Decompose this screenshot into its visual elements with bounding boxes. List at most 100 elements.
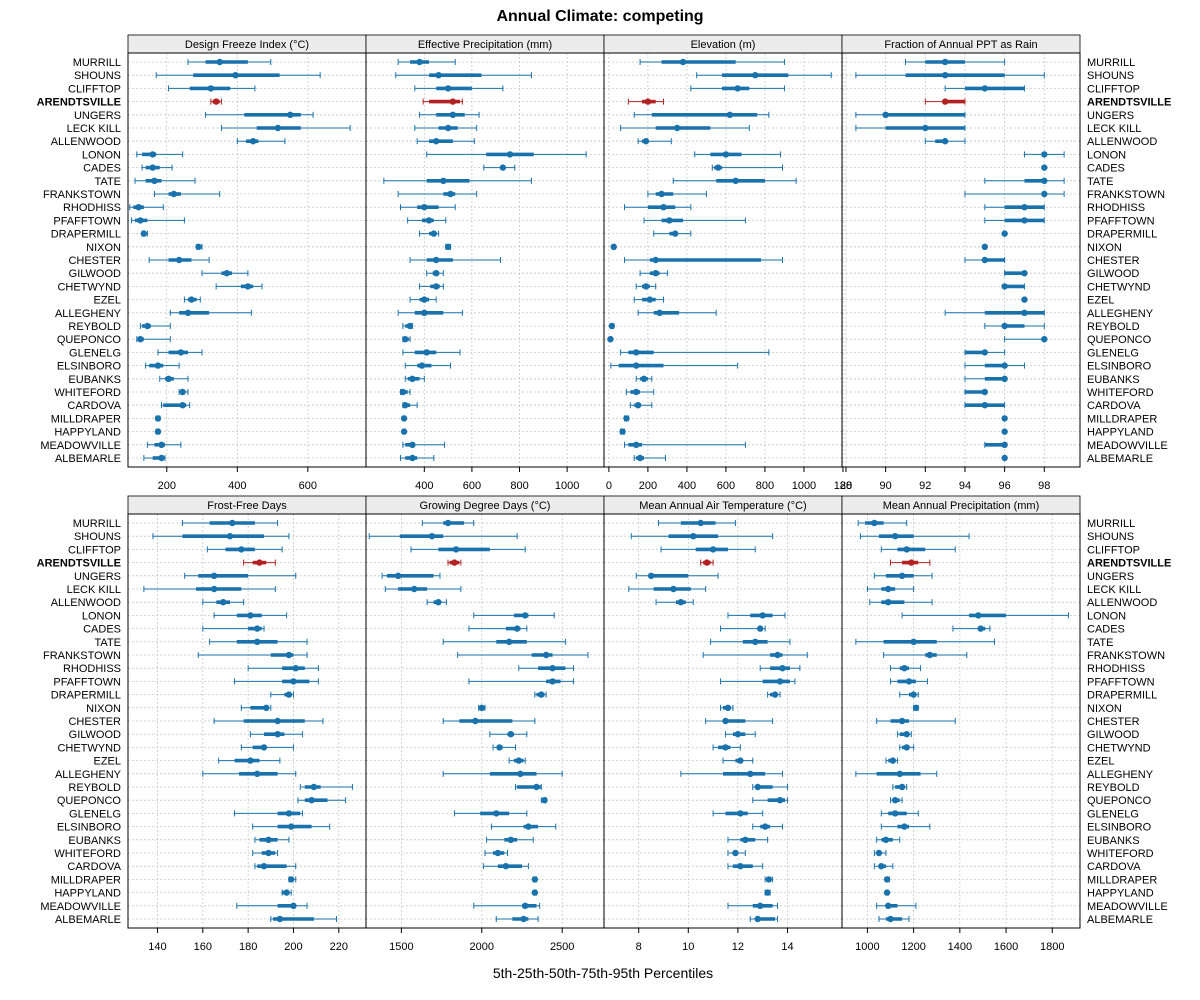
series-tate [984,177,1065,184]
series-lonon [426,151,587,158]
median-point [444,519,452,527]
panel-frost-free-days: Frost-Free Days 140 160 180 200 220 [127,495,367,953]
median-point [499,164,507,171]
median-point [496,744,503,751]
panel-title: Fraction of Annual PPT as Rain [884,39,1037,51]
series-happyland [764,889,771,896]
y-label-left-arendtsville: ARENDTSVILLE [37,97,121,109]
series-pfafftown [131,217,185,224]
y-label-left-albemarle: ALBEMARLE [55,453,121,465]
y-label-left-clifftop: CLIFFTOP [68,83,121,95]
series-leck-kill [220,124,351,132]
series-rhodhiss [623,204,692,211]
y-label-left-pfafftown: PFAFFTOWN [53,676,121,688]
y-label-right-arendtsville: ARENDTSVILLE [1087,558,1171,570]
y-label-right-pfafftown: PFAFFTOWN [1087,215,1155,227]
y-label-right-cardova: CARDOVA [1087,861,1141,873]
median-point [444,85,452,92]
series-whiteford [964,388,988,396]
series-clifftop [660,546,756,553]
series-nixon [444,243,452,250]
series-happyland [400,428,408,435]
series-cardova [160,402,191,409]
median-point [520,915,527,923]
series-ungers [419,111,480,119]
panel-title: Elevation (m) [691,39,756,51]
y-label-right-arendtsville: ARENDTSVILLE [1087,97,1171,109]
median-point [421,296,428,303]
y-label-left-allegheny: ALLEGHENY [55,308,122,320]
series-nixon [981,243,988,250]
median-point [1041,151,1048,158]
series-cades [1041,164,1048,171]
x-tick-label: 120 [834,480,852,492]
series-chetwynd [419,283,444,290]
series-clifftop [206,546,283,553]
series-cades [468,625,528,632]
median-point [400,415,408,422]
series-shouns [368,533,518,540]
series-gilwood [249,731,304,738]
median-point [430,230,438,237]
series-whiteford [252,849,279,857]
series-elsinboro [964,362,1025,369]
median-point [751,72,759,79]
median-point [941,98,949,105]
median-point [1041,190,1048,198]
median-point [765,876,773,883]
series-ezel [722,757,754,764]
series-whiteford [727,849,746,857]
series-nixon [195,243,203,250]
y-label-left-rhodhiss: RHODHISS [63,663,121,675]
series-glenelg [712,810,764,817]
y-label-right-lonon: LONON [1087,610,1126,622]
series-glenelg [453,810,528,817]
median-point [885,585,892,593]
y-label-left-happyland: HAPPYLAND [54,888,121,900]
median-point [910,638,917,645]
median-point [428,533,436,540]
median-point [212,98,220,105]
y-label-right-allenwood: ALLENWOOD [1087,597,1157,609]
y-label-right-chetwynd: CHETWYND [1087,281,1151,293]
series-gilwood [896,731,912,738]
y-label-right-allenwood: ALLENWOOD [1087,136,1157,148]
y-label-right-chester: CHESTER [1087,716,1140,728]
median-point [926,651,934,659]
median-point [752,638,759,645]
series-arendtsville [700,559,714,566]
median-point [632,441,640,448]
series-chester [409,256,501,264]
panel-mean-annual-precipitation-mm: Mean Annual Precipitation (mm) 1000 1200 14… [841,495,1081,953]
y-label-left-allegheny: ALLEGHENY [55,769,122,781]
median-point [776,678,784,685]
series-nixon [610,243,617,250]
y-label-right-eubanks: EUBANKS [1087,835,1140,847]
series-arendtsville [243,559,276,566]
x-tick-label: 10 [682,941,694,953]
series-shouns [859,533,970,540]
median-point [400,428,408,435]
y-label-right-frankstown: FRANKSTOWN [1087,189,1165,201]
series-albemarle [495,915,539,923]
y-label-left-tate: TATE [95,176,121,188]
median-point [737,757,744,764]
y-label-right-cades: CADES [1087,163,1125,175]
median-point [154,428,162,435]
series-glenelg [620,349,770,356]
chart-title: Annual Climate: competing [496,8,703,25]
series-queponco [1004,336,1048,343]
median-point [724,704,732,711]
y-label-left-cardova: CARDOVA [67,861,121,873]
median-point [1021,296,1028,303]
median-point [734,85,741,92]
median-point [878,863,885,870]
median-point [507,731,514,738]
y-label-left-glenelg: GLENELG [69,347,121,359]
series-queponco [752,797,788,804]
y-label-right-milldraper: MILLDRAPER [1087,413,1157,425]
median-point [737,863,744,870]
median-point [1001,428,1008,435]
series-rhodhiss [247,665,319,672]
median-point [670,585,677,593]
